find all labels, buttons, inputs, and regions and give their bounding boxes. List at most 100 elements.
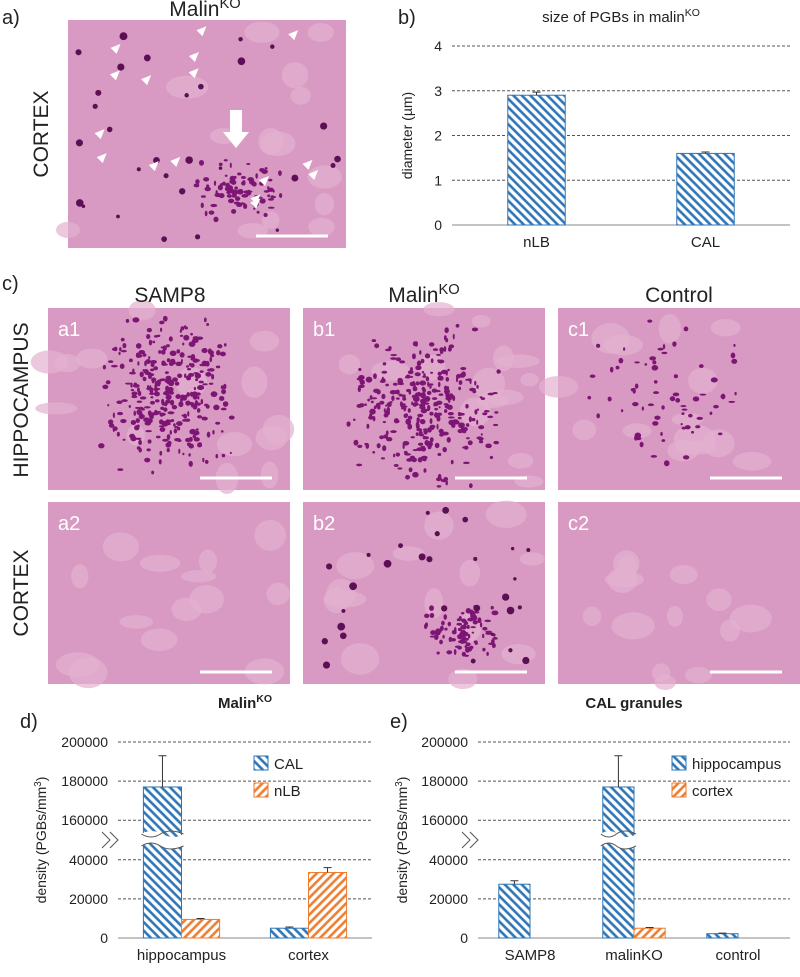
granule bbox=[467, 634, 471, 639]
granule bbox=[246, 189, 252, 196]
granule bbox=[669, 397, 675, 401]
tissue-blob bbox=[216, 432, 253, 457]
granule bbox=[179, 334, 184, 337]
granule bbox=[192, 430, 200, 436]
granule bbox=[458, 640, 463, 644]
granule bbox=[253, 207, 256, 210]
bar bbox=[269, 927, 309, 939]
granule bbox=[413, 401, 419, 407]
granule bbox=[437, 452, 442, 457]
granule bbox=[130, 419, 137, 426]
granule bbox=[425, 622, 429, 628]
granule bbox=[448, 636, 453, 643]
granule bbox=[188, 436, 193, 442]
tissue-blob bbox=[254, 519, 286, 551]
granule bbox=[399, 401, 403, 408]
granule bbox=[175, 394, 181, 400]
granule bbox=[426, 443, 429, 447]
granule bbox=[188, 402, 195, 406]
granule bbox=[234, 186, 238, 190]
axis-break bbox=[141, 831, 184, 849]
granule bbox=[437, 414, 441, 420]
granule bbox=[452, 419, 459, 423]
tissue-blob bbox=[68, 657, 108, 689]
granule bbox=[618, 357, 624, 364]
granule bbox=[183, 413, 188, 419]
granule bbox=[167, 411, 175, 415]
granule bbox=[424, 402, 429, 405]
granule bbox=[178, 448, 181, 454]
granule bbox=[192, 358, 199, 363]
granule bbox=[401, 394, 406, 398]
granule bbox=[221, 182, 225, 186]
granule bbox=[137, 361, 140, 366]
text-part: Malin bbox=[218, 695, 256, 712]
arrow bbox=[223, 110, 249, 148]
granule bbox=[429, 612, 435, 618]
granule bbox=[431, 397, 438, 401]
tissue-blob bbox=[260, 461, 279, 489]
granule bbox=[179, 352, 185, 358]
granule bbox=[490, 632, 494, 636]
granule bbox=[371, 397, 378, 400]
granule bbox=[135, 406, 140, 409]
granule bbox=[438, 428, 444, 434]
region-label: CORTEX bbox=[30, 90, 53, 177]
granule bbox=[441, 620, 445, 626]
granule bbox=[460, 366, 467, 371]
granule bbox=[419, 350, 422, 355]
tissue-blob bbox=[448, 668, 478, 690]
granule bbox=[107, 403, 110, 407]
granule bbox=[217, 344, 223, 349]
granule bbox=[639, 441, 644, 448]
granule bbox=[121, 399, 128, 403]
granule bbox=[241, 194, 249, 198]
granule bbox=[162, 391, 169, 396]
granule bbox=[438, 375, 444, 381]
granule bbox=[369, 408, 376, 415]
granule bbox=[210, 203, 218, 208]
granule bbox=[185, 400, 191, 406]
granule bbox=[198, 83, 204, 90]
tissue-blob bbox=[281, 62, 309, 89]
granule bbox=[243, 203, 248, 209]
tissue-blob bbox=[622, 423, 652, 439]
granule bbox=[173, 423, 176, 427]
legend-swatch bbox=[253, 755, 269, 771]
granule bbox=[476, 408, 480, 411]
granule bbox=[116, 431, 120, 437]
tissue-blob bbox=[290, 86, 311, 105]
granule bbox=[430, 630, 436, 636]
granule bbox=[106, 126, 113, 133]
granule bbox=[413, 395, 419, 402]
granule bbox=[647, 403, 655, 407]
tissue-blob bbox=[424, 588, 444, 619]
granule bbox=[193, 183, 200, 188]
granule bbox=[227, 198, 235, 204]
granule bbox=[412, 341, 418, 347]
superscript: KO bbox=[438, 282, 459, 298]
granule bbox=[259, 168, 265, 173]
granule bbox=[272, 195, 276, 199]
x-tick-label: malinKO bbox=[605, 947, 663, 964]
granule bbox=[162, 345, 167, 351]
panel-label: d) bbox=[20, 711, 38, 733]
granule bbox=[159, 412, 166, 416]
granule bbox=[166, 434, 171, 440]
granule bbox=[322, 661, 331, 669]
granule bbox=[353, 418, 356, 422]
superscript: KO bbox=[685, 7, 700, 19]
granule bbox=[135, 353, 141, 358]
granule bbox=[429, 418, 433, 425]
granule bbox=[165, 385, 170, 392]
granule bbox=[487, 415, 494, 419]
granule bbox=[122, 438, 126, 441]
granule bbox=[349, 582, 357, 591]
granule bbox=[405, 474, 410, 480]
granule bbox=[709, 411, 713, 415]
arrowhead bbox=[288, 30, 299, 41]
granule bbox=[133, 410, 137, 416]
granule bbox=[466, 624, 470, 629]
granule bbox=[526, 547, 531, 553]
granule bbox=[473, 556, 478, 562]
